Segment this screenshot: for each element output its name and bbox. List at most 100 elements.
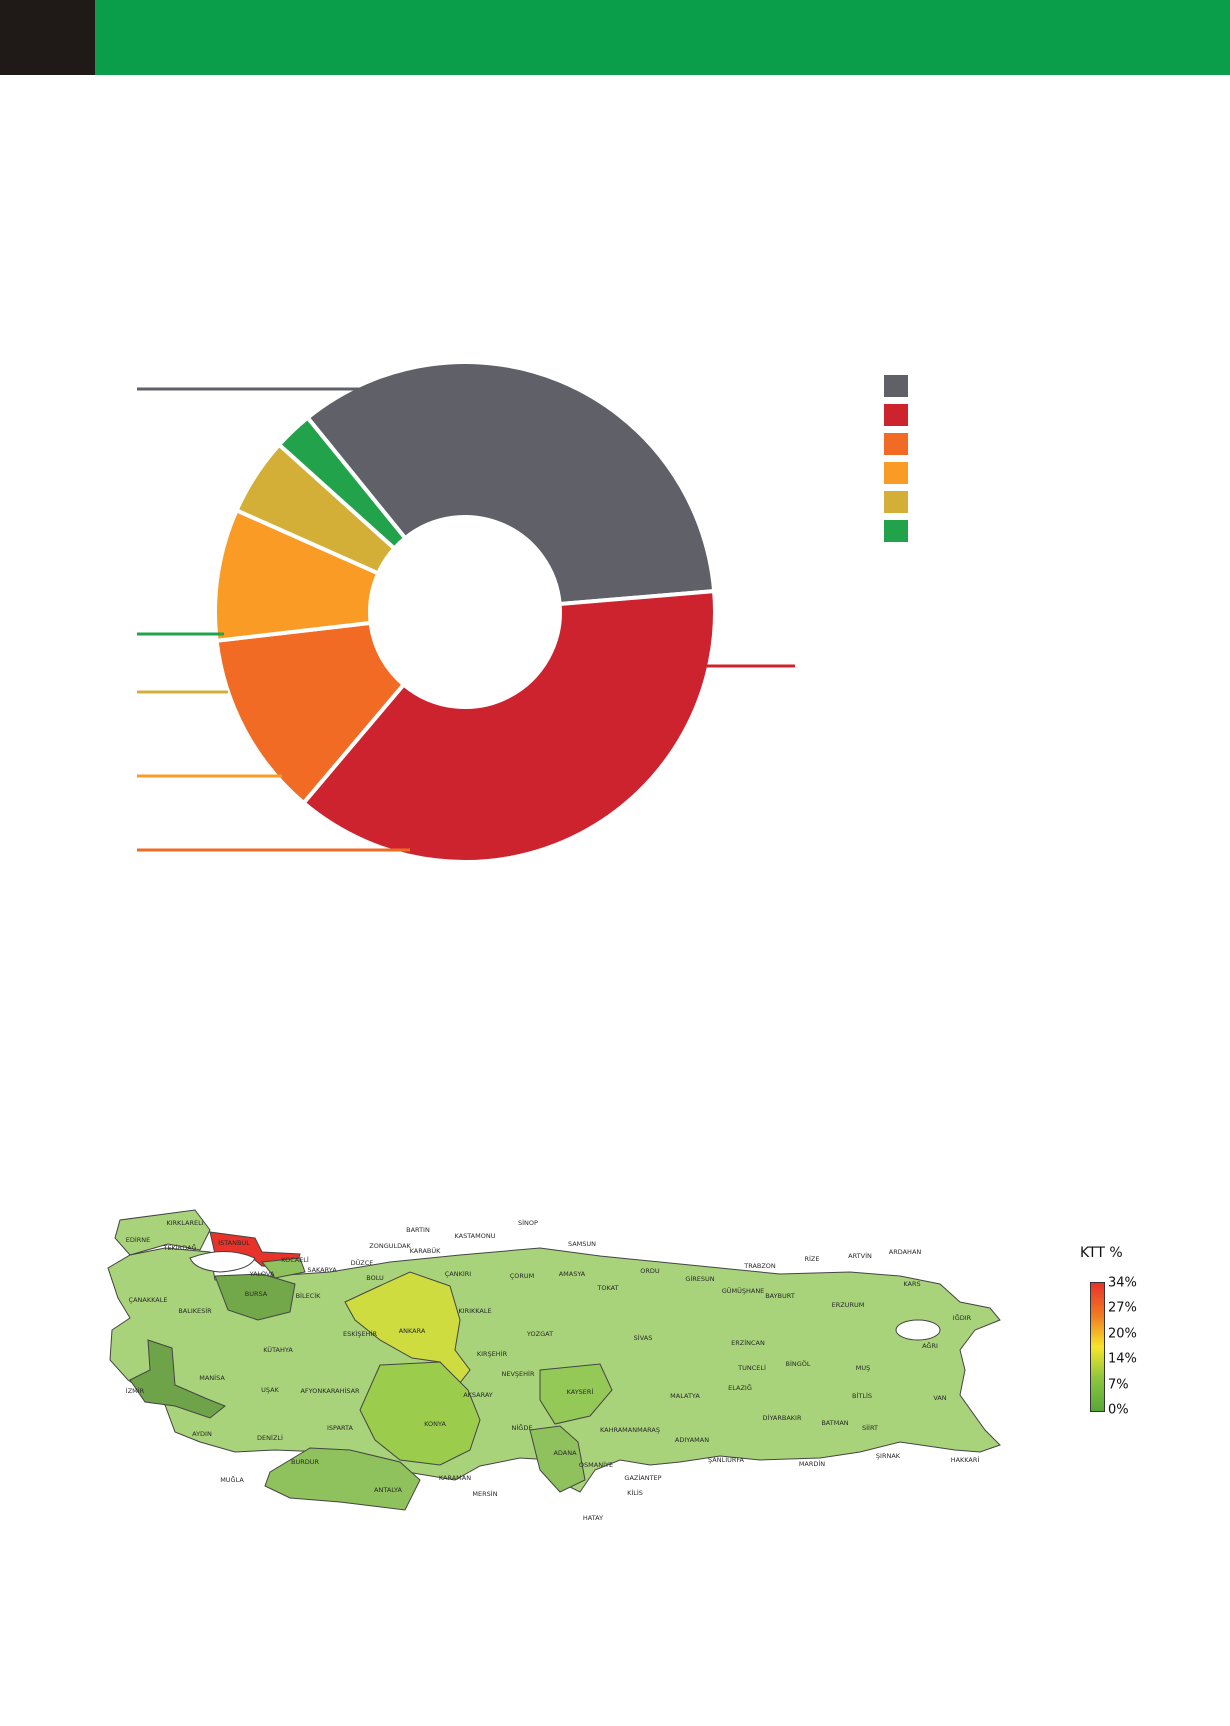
map-scale: KTT % 34% 27% 20% 14% 7% 0% [1080,1245,1137,1418]
province-47-label: SİVAS [634,1333,653,1342]
scale-tick-5: 7% [1108,1377,1129,1393]
province-56-label: MALATYA [670,1392,700,1400]
province-71-label: ŞANLIURFA [708,1456,745,1464]
province-5-label: KOCAELİ [281,1255,309,1264]
donut-slice-6 [276,414,409,552]
marmara-sea [189,1251,256,1273]
province-13-label: BOLU [366,1274,384,1282]
province-79-label: ANTALYA [374,1486,402,1494]
province-29-label: ARDAHAN [889,1248,922,1256]
province-66-label: BURDUR [291,1458,319,1466]
province-40-label: VAN [933,1394,946,1402]
province-2-label: EDİRNE [126,1235,151,1244]
province-23-label: TOKAT [596,1284,618,1292]
province-31-label: IĞDIR [953,1313,972,1322]
province-5-shape [261,1257,306,1279]
province-36-label: ERZİNCAN [731,1338,765,1347]
scale-tick-6: 0% [1108,1402,1129,1418]
scale-gradient-bar [1090,1282,1105,1412]
province-3-label: TEKİRDAĞ [162,1243,196,1252]
province-63-label: AYDIN [192,1430,212,1438]
legend-swatch-5 [884,491,908,513]
scale-tick-4: 14% [1108,1351,1137,1367]
donut-slice-1 [304,360,717,607]
province-53-label: NEVŞEHİR [502,1369,535,1378]
province-55-shape [539,1363,613,1425]
province-37-label: TUNCELİ [737,1363,766,1372]
province-52-label: AFYONKARAHİSAR [300,1386,360,1395]
province-10-label: BALIKESİR [178,1306,212,1315]
province-51-label: UŞAK [261,1386,279,1394]
turkey-choropleth-map: KIRKLARELİ EDİRNE TEKİRDAĞ İSTANBUL KOCAELİ S… [107,1209,1001,1522]
province-41-label: BİTLİS [852,1391,872,1400]
province-1-label: KIRKLARELİ [166,1218,203,1227]
province-49-label: MANİSA [199,1373,225,1382]
province-64-label: DENİZLİ [257,1433,283,1442]
province-4-label: İSTANBUL [218,1238,250,1247]
donut-slice-3 [214,620,407,806]
province-38-label: BİNGÖL [785,1359,810,1368]
province-77-label: HATAY [583,1514,603,1522]
scale-tick-2: 27% [1108,1300,1137,1316]
province-8-shape [214,1273,296,1321]
province-78-label: MUĞLA [220,1475,244,1484]
province-50-shape [129,1339,226,1419]
province-55-label: KAYSERİ [567,1387,594,1396]
province-80-label: KARAMAN [439,1474,471,1482]
scale-title: KTT % [1080,1245,1123,1261]
province-59-label: BATMAN [821,1419,848,1427]
province-20-label: ÇANKIRI [445,1270,472,1278]
province-79-shape [264,1447,421,1511]
donut-chart [137,360,795,864]
province-62-label: HAKKARİ [951,1455,980,1464]
province-76-label: KİLİS [627,1488,643,1497]
province-30-label: KARS [903,1280,920,1288]
province-50-label: İZMİR [126,1386,145,1395]
province-21-label: ÇORUM [510,1272,535,1280]
legend-swatch-3 [884,433,908,455]
province-61-label: ŞIRNAK [876,1452,901,1460]
province-75-label: GAZİANTEP [624,1473,661,1482]
province-11-label: BİLECİK [296,1291,322,1300]
province-44-label: KIRIKKALE [458,1307,491,1315]
legend-swatch-2 [884,404,908,426]
province-54-label: AKSARAY [463,1391,493,1399]
province-69-label: KAHRAMANMARAŞ [600,1426,660,1434]
province-22-label: AMASYA [559,1270,586,1278]
province-58-label: DİYARBAKIR [763,1413,802,1422]
province-28-label: ARTVİN [848,1251,872,1260]
province-65-label: ISPARTA [327,1424,354,1432]
province-46-label: YOZGAT [526,1330,553,1338]
province-32-label: AĞRI [922,1341,938,1350]
scale-tick-1: 34% [1108,1275,1137,1291]
province-35-label: ERZURUM [832,1301,865,1309]
province-57-label: ELAZIĞ [728,1383,752,1392]
chart-legend [884,375,908,549]
top-bar [95,0,1230,75]
province-73-label: ADANA [553,1449,577,1457]
province-16-label: KARABÜK [410,1246,442,1255]
province-17-label: KASTAMONU [455,1232,496,1240]
province-14-label: ZONGULDAK [369,1242,411,1250]
province-45-label: KIRŞEHİR [477,1349,508,1358]
province-33-label: GÜMÜŞHANE [722,1286,765,1295]
lake-van [895,1319,941,1341]
province-24-label: ORDU [640,1267,660,1275]
province-39-label: MUŞ [856,1364,871,1372]
province-70-label: ADIYAMAN [675,1436,709,1444]
province-12-label: DÜZCE [351,1258,374,1267]
province-68-label: NİĞDE [512,1423,533,1432]
province-43-shape [344,1271,471,1389]
province-19-label: SAMSUN [568,1240,596,1248]
province-9-label: ÇANAKKALE [129,1296,168,1304]
thrace-shape [114,1209,211,1256]
province-73-shape [529,1425,586,1493]
province-74-label: OSMANİYE [579,1460,613,1469]
province-43-label: ANKARA [399,1327,426,1335]
donut-slice-2 [300,588,717,864]
scale-tick-3: 20% [1108,1326,1137,1342]
province-72-label: MARDİN [799,1459,825,1468]
province-27-label: RİZE [805,1254,820,1263]
province-60-label: SİİRT [862,1423,878,1432]
province-42-label: ESKİŞEHİR [343,1329,377,1338]
